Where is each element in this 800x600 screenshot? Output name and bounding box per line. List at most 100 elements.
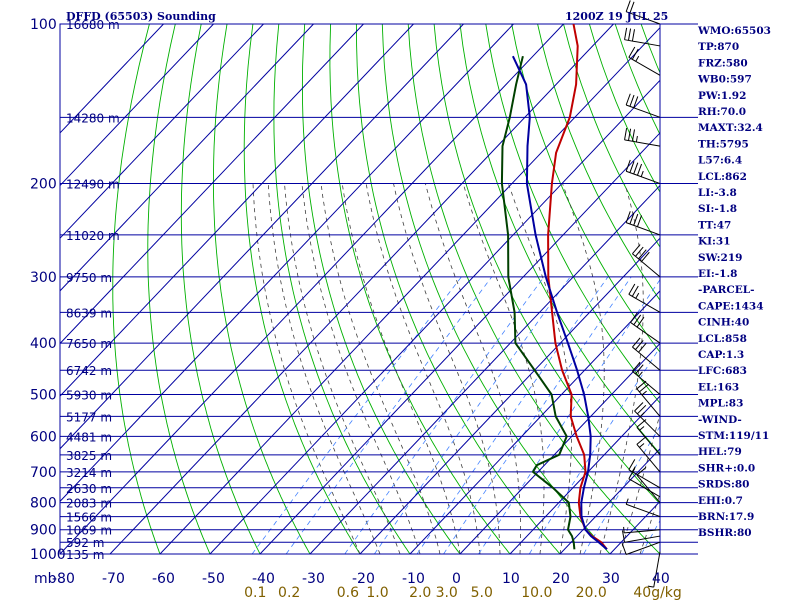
mixing-ratio-line <box>528 346 660 554</box>
sounding-index: EI:-1.8 <box>698 268 737 280</box>
mixing-ratio-line <box>251 276 462 554</box>
isotherm <box>409 290 660 554</box>
pressure-unit-label: mb <box>34 571 57 587</box>
wind-barb-shaft <box>624 529 661 534</box>
sounding-index: EL:163 <box>698 381 739 393</box>
isotherm <box>60 24 414 397</box>
wind-barb-flag <box>621 543 627 555</box>
wind-barb <box>625 159 661 185</box>
wind-barb-flag <box>638 371 643 377</box>
temperature-tick-label: -80 <box>52 571 75 587</box>
wind-barb <box>628 468 661 498</box>
sounding-index: TP:870 <box>698 41 739 53</box>
wind-barb-flag <box>636 466 647 476</box>
isotherm <box>259 132 660 554</box>
wind-barb <box>625 93 661 118</box>
wind-barb-shaft <box>628 56 661 76</box>
height-tick-label: 9750 m <box>66 271 112 285</box>
dry-adiabat <box>329 24 511 554</box>
wind-barb-flag <box>628 46 636 58</box>
isotherm <box>60 24 264 239</box>
moist-adiabat <box>284 183 401 554</box>
isotherm <box>209 79 660 554</box>
mixing-ratio-label: 1.0 <box>366 585 388 600</box>
parcel-curve <box>511 55 608 551</box>
wind-barb <box>632 337 661 371</box>
isotherm <box>60 24 514 503</box>
pressure-tick-label: 200 <box>30 177 57 193</box>
moist-adiabat <box>562 183 605 554</box>
isotherm <box>60 24 364 345</box>
isotherm <box>359 237 660 554</box>
height-tick-label: 1069 m <box>66 524 112 538</box>
dry-adiabat <box>112 24 161 554</box>
wind-barb-flag <box>628 468 636 480</box>
sounding-index: STM:119/11 <box>698 430 769 442</box>
wind-barb-flag <box>632 361 641 372</box>
height-tick-label: 11020 m <box>66 229 120 243</box>
isotherm <box>60 24 164 134</box>
wind-barb-flag <box>631 466 636 473</box>
chart-title: DFFD (65503) Sounding <box>66 10 216 23</box>
height-tick-label: 12490 m <box>66 178 120 192</box>
wind-barb-flag <box>635 55 640 62</box>
moist-adiabat <box>341 183 461 554</box>
wind-barb-shaft <box>626 170 661 185</box>
wind-barb-flag <box>641 251 650 262</box>
pressure-tick-label: 900 <box>30 523 57 539</box>
height-tick-label: 4481 m <box>66 430 112 444</box>
wind-barb <box>632 361 661 395</box>
wind-barb-flag <box>624 27 628 40</box>
wind-barb-flag <box>631 29 636 42</box>
dry-adiabat <box>563 24 660 248</box>
height-tick-label: 3214 m <box>66 466 112 480</box>
height-tick-label: 6742 m <box>66 364 112 378</box>
wind-barb <box>628 459 661 489</box>
wind-barb <box>625 498 661 518</box>
height-tick-label: 7650 m <box>66 337 112 351</box>
wind-barb-flag <box>632 337 641 348</box>
sounding-index: TH:5795 <box>698 138 749 150</box>
sounding-index: SI:-1.8 <box>698 203 737 215</box>
dry-adiabat <box>355 24 561 554</box>
height-tick-label: 2083 m <box>66 497 112 511</box>
sounding-index: WMO:65503 <box>697 25 771 37</box>
wind-barb <box>632 244 661 278</box>
wind-barb-flag <box>629 212 635 225</box>
wind-barb <box>647 551 661 588</box>
wind-barb-flag <box>627 28 632 41</box>
wind-barb-flag <box>636 163 643 176</box>
sounding-index: RH:70.0 <box>698 106 746 118</box>
wind-barb-shaft <box>634 410 661 437</box>
wind-barb-shaft <box>626 104 661 118</box>
sounding-index: -PARCEL- <box>698 284 754 296</box>
wind-barb-shaft <box>636 444 661 473</box>
height-tick-label: 8639 m <box>66 306 112 320</box>
moist-adiabat <box>301 183 421 554</box>
sounding-index: SW:219 <box>698 252 742 264</box>
wind-barb-flag <box>631 48 639 60</box>
temperature-tick-label: 40 <box>652 571 670 587</box>
pressure-tick-label: 800 <box>30 496 57 512</box>
wind-barb-flag <box>636 215 643 227</box>
dry-adiabat <box>407 24 660 554</box>
wind-barb-flag <box>635 340 644 350</box>
wind-barb-shaft <box>653 551 661 588</box>
height-tick-label: 135 m <box>66 548 104 562</box>
wind-barb <box>621 541 661 555</box>
wind-barb <box>624 127 661 147</box>
wind-barb-flag <box>628 283 636 295</box>
sounding-index: CAP:1.3 <box>698 349 744 361</box>
sounding-index: SRDS:80 <box>698 479 750 491</box>
dry-adiabat <box>537 24 660 301</box>
sounding-index: MAXT:32.4 <box>698 122 763 134</box>
temperature-tick-label: 20 <box>552 571 570 587</box>
wind-barb-flag <box>638 342 647 353</box>
sounding-index: SHR+:0.0 <box>698 462 755 474</box>
wind-barb-flag <box>633 314 642 326</box>
wind-barb-flag <box>640 170 644 177</box>
temperature-tick-label: -50 <box>202 571 225 587</box>
wind-barb <box>625 211 661 236</box>
wind-barb-flag <box>625 93 631 106</box>
